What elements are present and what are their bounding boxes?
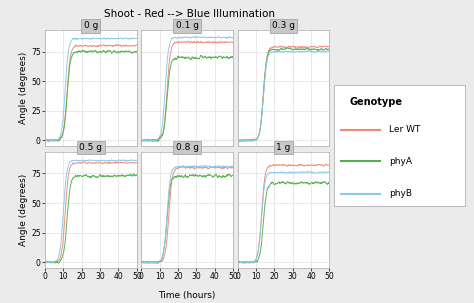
Text: phyA: phyA xyxy=(389,157,412,166)
FancyBboxPatch shape xyxy=(334,85,465,206)
Text: 0 g: 0 g xyxy=(84,21,98,30)
Text: Shoot - Red --> Blue Illumination: Shoot - Red --> Blue Illumination xyxy=(104,9,275,19)
Text: 0.1 g: 0.1 g xyxy=(176,21,199,30)
Text: Ler WT: Ler WT xyxy=(389,125,420,134)
Text: phyB: phyB xyxy=(389,189,412,198)
Text: 1 g: 1 g xyxy=(276,143,291,152)
Text: Time (hours): Time (hours) xyxy=(158,291,216,300)
Text: 0.3 g: 0.3 g xyxy=(272,21,295,30)
Y-axis label: Angle (degrees): Angle (degrees) xyxy=(19,52,28,125)
Text: 0.8 g: 0.8 g xyxy=(176,143,199,152)
Text: Genotype: Genotype xyxy=(350,97,403,107)
Text: 0.5 g: 0.5 g xyxy=(80,143,102,152)
Y-axis label: Angle (degrees): Angle (degrees) xyxy=(19,174,28,246)
